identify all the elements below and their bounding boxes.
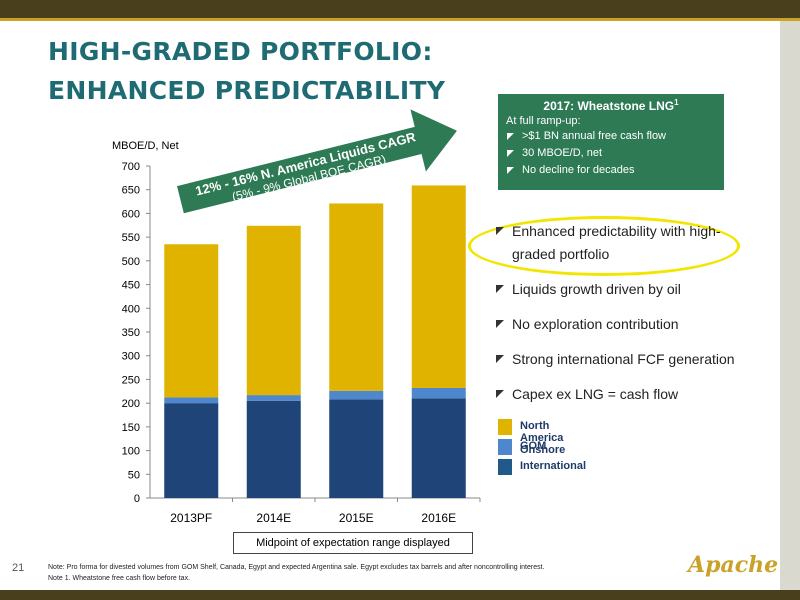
wheatstone-item: No decline for decades (506, 162, 716, 179)
bullet-icon (496, 285, 504, 293)
y-tick-label: 300 (122, 351, 140, 363)
wheatstone-item: 30 MBOE/D, net (506, 145, 716, 162)
x-tick-label: 2014E (256, 511, 291, 525)
top-bar-accent (0, 18, 800, 21)
bar-gom (246, 395, 301, 401)
highlight-ellipse (468, 216, 740, 276)
bar-international (246, 400, 301, 498)
key-point-text: Enhanced predictability with high-graded… (512, 223, 721, 262)
x-tick-label: 2013PF (170, 511, 212, 525)
y-tick-label: 600 (122, 208, 140, 220)
wheatstone-box: 2017: Wheatstone LNG1 At full ramp-up: >… (498, 94, 724, 190)
bullet-icon (496, 320, 504, 328)
bar-international (329, 399, 384, 498)
y-tick-label: 500 (122, 256, 140, 268)
bar-international (164, 403, 219, 498)
bar-gom (329, 390, 384, 400)
slide-title: HIGH-GRADED PORTFOLIO: ENHANCED PREDICTA… (48, 32, 488, 110)
key-point-text: Capex ex LNG = cash flow (512, 386, 679, 402)
key-points-list: Enhanced predictability with high-graded… (494, 220, 774, 418)
key-point: Capex ex LNG = cash flow (494, 383, 774, 406)
right-strip (780, 21, 800, 591)
legend-label: International (520, 460, 587, 472)
y-tick-label: 700 (122, 161, 140, 173)
bullet-icon (507, 150, 514, 157)
key-point: Strong international FCF generation (494, 348, 774, 371)
y-axis-label: MBOE/D, Net (112, 140, 179, 152)
y-tick-label: 200 (122, 398, 140, 410)
y-tick-label: 550 (122, 232, 140, 244)
top-bar (0, 0, 800, 18)
key-point: Enhanced predictability with high-graded… (494, 220, 732, 266)
wheatstone-item-text: No decline for decades (522, 164, 635, 176)
bottom-bar (0, 590, 800, 600)
wheatstone-item-text: >$1 BN annual free cash flow (522, 130, 667, 142)
y-tick-label: 50 (128, 469, 140, 481)
footnotes: Note: Pro forma for divested volumes fro… (48, 562, 668, 584)
bullet-icon (507, 167, 514, 174)
legend-label: North America Onshore (520, 420, 566, 456)
x-tick-label: 2016E (421, 511, 456, 525)
wheatstone-list: >$1 BN annual free cash flow 30 MBOE/D, … (506, 128, 716, 179)
wheatstone-title: 2017: Wheatstone LNG1 (506, 98, 716, 113)
y-tick-label: 450 (122, 280, 140, 292)
bar-gom (164, 397, 219, 404)
footnote-1: Note: Pro forma for divested volumes fro… (48, 564, 545, 571)
wheatstone-subtitle: At full ramp-up: (506, 115, 581, 127)
bar-international (411, 398, 466, 498)
bar-gom (411, 387, 466, 399)
wheatstone-title-text: 2017: Wheatstone LNG (543, 99, 675, 113)
y-tick-label: 650 (122, 185, 140, 197)
key-point: Liquids growth driven by oil (494, 278, 774, 301)
key-point-text: Liquids growth driven by oil (512, 281, 681, 297)
bullet-icon (496, 390, 504, 398)
legend-swatch (498, 459, 512, 475)
y-tick-label: 0 (134, 493, 140, 505)
apache-logo: Apache (688, 552, 779, 578)
legend-label: GOM (520, 440, 547, 452)
y-tick-label: 400 (122, 303, 140, 315)
title-line-2: ENHANCED PREDICTABILITY (48, 76, 446, 105)
y-tick-label: 100 (122, 446, 140, 458)
wheatstone-item-text: 30 MBOE/D, net (522, 147, 603, 159)
page-number: 21 (12, 562, 25, 574)
x-tick-label: 2015E (339, 511, 374, 525)
key-point-text: Strong international FCF generation (512, 351, 735, 367)
bullet-icon (496, 227, 504, 235)
bullet-icon (496, 355, 504, 363)
title-line-1: HIGH-GRADED PORTFOLIO: (48, 37, 433, 66)
wheatstone-item: >$1 BN annual free cash flow (506, 128, 716, 145)
bullet-icon (507, 133, 514, 140)
key-point: No exploration contribution (494, 313, 774, 336)
y-tick-label: 250 (122, 374, 140, 386)
bar-north-america-onshore (246, 225, 301, 396)
y-tick-label: 150 (122, 422, 140, 434)
midpoint-note-box: Midpoint of expectation range displayed (233, 532, 473, 554)
bar-north-america-onshore (411, 185, 466, 388)
key-point-text: No exploration contribution (512, 316, 679, 332)
bar-north-america-onshore (164, 244, 219, 398)
wheatstone-footnote-mark: 1 (674, 98, 679, 107)
footnote-2: Note 1. Wheatstone free cash flow before… (48, 575, 191, 582)
y-tick-label: 350 (122, 327, 140, 339)
legend-swatch (498, 419, 512, 435)
legend-swatch (498, 439, 512, 455)
bar-north-america-onshore (329, 203, 384, 391)
